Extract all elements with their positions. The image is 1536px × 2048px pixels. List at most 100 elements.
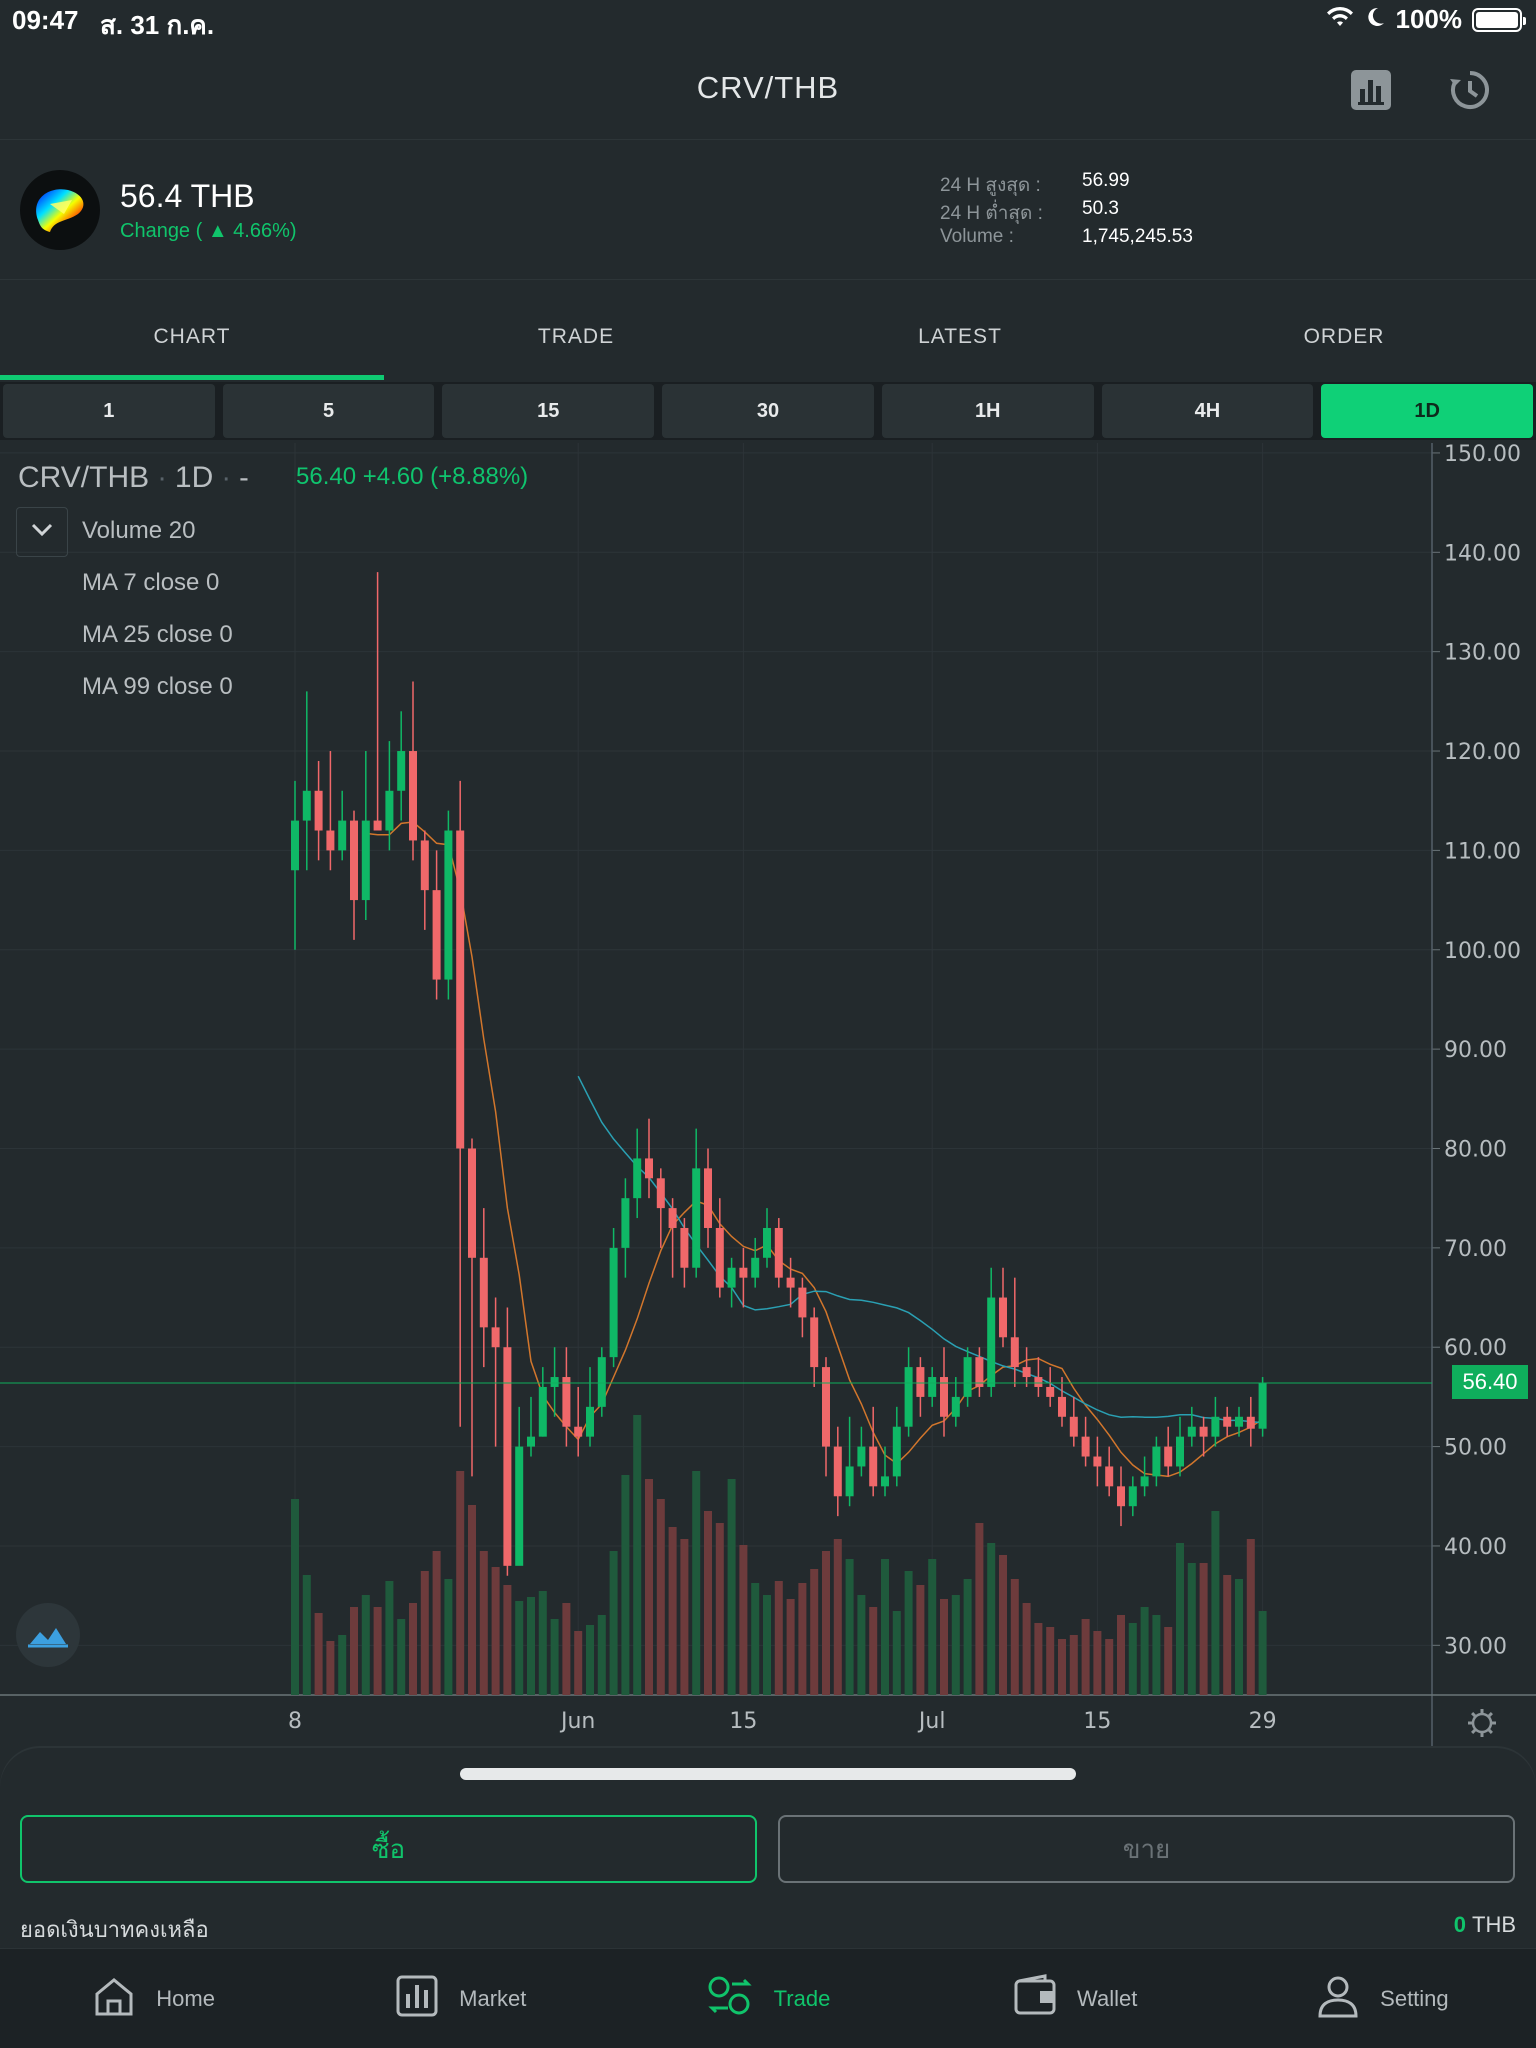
sheet-grabber[interactable] — [460, 1768, 1076, 1780]
interval-selector: 1 5 15 30 1H 4H 1D — [0, 382, 1536, 440]
nav-label: Trade — [773, 1985, 831, 2011]
interval-5[interactable]: 5 — [222, 384, 435, 438]
bottom-nav: Home Market Trade Wallet Setting — [0, 1948, 1536, 2048]
candle-body — [763, 1227, 771, 1258]
candle-body — [1034, 1377, 1043, 1387]
interval-1h[interactable]: 1H — [881, 384, 1094, 438]
tab-chart[interactable]: CHART — [0, 280, 384, 380]
home-icon — [92, 1974, 136, 2024]
volume-bar — [1223, 1575, 1232, 1695]
candle-body — [491, 1327, 500, 1348]
candlestick-chart[interactable]: 150.00 140.00 130.00 120.00 110.00 100.00 90.0… — [0, 443, 1536, 1748]
volume-bar — [704, 1511, 712, 1695]
candle-body — [1199, 1426, 1208, 1437]
volume-bar — [715, 1523, 724, 1695]
indicator-ma7[interactable]: MA 7 close 0 — [82, 569, 220, 596]
battery-percent: 100% — [1395, 4, 1463, 34]
nav-setting[interactable]: Setting — [1229, 1949, 1536, 2048]
gear-icon-tooth — [1471, 1712, 1476, 1717]
candle-body — [444, 830, 453, 980]
trade-icon — [706, 1974, 754, 2024]
volume-bar — [1176, 1543, 1184, 1695]
interval-30[interactable]: 30 — [662, 384, 874, 438]
volume-bar — [1152, 1615, 1161, 1695]
candle-body — [385, 790, 394, 831]
nav-header: CRV/THB — [0, 40, 1536, 140]
candle-body — [361, 820, 370, 901]
y-axis-tick-label: 110.00 — [1444, 839, 1521, 864]
nav-wallet[interactable]: Wallet — [922, 1949, 1229, 2048]
candle-body — [503, 1347, 512, 1566]
volume-bar — [999, 1555, 1007, 1695]
tab-order[interactable]: ORDER — [1303, 325, 1385, 348]
y-axis-tick-label: 60.00 — [1444, 1336, 1507, 1361]
volume-bar — [314, 1613, 323, 1695]
indicator-ma99[interactable]: MA 99 close 0 — [82, 673, 233, 700]
nav-label: Setting — [1380, 1985, 1449, 2011]
history-icon[interactable] — [1446, 66, 1494, 114]
interval-4h[interactable]: 4H — [1101, 384, 1314, 438]
volume-bar — [397, 1619, 406, 1695]
candle-body — [940, 1377, 948, 1417]
indicator-volume[interactable]: Volume 20 — [82, 517, 196, 544]
volume-bar — [385, 1581, 394, 1695]
candle-body — [1128, 1486, 1137, 1507]
buy-button[interactable]: ซื้อ — [20, 1815, 757, 1883]
volume-bar — [456, 1471, 465, 1695]
volume-bar — [409, 1603, 417, 1695]
volume-bar — [538, 1591, 547, 1695]
tradingview-logo[interactable] — [16, 1603, 80, 1667]
volume-bar — [338, 1635, 347, 1695]
tab-trade[interactable]: TRADE — [537, 325, 615, 348]
candle-body — [951, 1396, 960, 1417]
tab-latest[interactable]: LATEST — [918, 325, 1002, 348]
gear-icon-tooth — [1488, 1729, 1493, 1734]
volume-bar — [845, 1559, 854, 1695]
ticker-stats: 24 H สูงสุด : 56.99 24 H ต่ำสุด : 50.3 V… — [940, 170, 1193, 254]
volume-bar — [373, 1607, 382, 1695]
volume-bar — [491, 1567, 500, 1695]
candle-body — [704, 1168, 712, 1228]
candle-body — [409, 751, 417, 841]
volume-bar — [810, 1569, 819, 1695]
volume-bar — [1164, 1627, 1173, 1695]
y-axis-tick-label: 120.00 — [1444, 740, 1521, 765]
collapse-legend-button[interactable] — [16, 507, 68, 557]
nav-trade[interactable]: Trade — [614, 1949, 921, 2048]
interval-15[interactable]: 15 — [442, 384, 655, 438]
bar-chart-icon[interactable] — [1347, 66, 1395, 114]
nav-market[interactable]: Market — [307, 1949, 614, 2048]
last-price-label: 56.40 — [1452, 1365, 1528, 1399]
volume-bar — [1140, 1607, 1149, 1695]
volume-bar — [1246, 1539, 1255, 1695]
stat-value: 50.3 — [1082, 198, 1119, 219]
volume-bar — [739, 1545, 748, 1695]
sell-button[interactable]: ขาย — [778, 1815, 1515, 1883]
x-axis-tick-label: Jun — [559, 1709, 595, 1734]
volume-bar — [904, 1571, 913, 1695]
volume-bar — [1058, 1639, 1066, 1695]
y-axis-tick-label: 100.00 — [1444, 939, 1521, 964]
price-chart[interactable]: 150.00 140.00 130.00 120.00 110.00 100.00 90.0… — [0, 443, 1536, 1748]
y-axis-tick-label: 130.00 — [1444, 641, 1521, 666]
volume-bar — [668, 1527, 677, 1695]
candle-body — [609, 1247, 618, 1358]
candle-body — [1152, 1446, 1161, 1477]
candle-body — [987, 1297, 996, 1387]
interval-1[interactable]: 1 — [3, 384, 215, 438]
candle-body — [420, 840, 429, 891]
candle-body — [656, 1178, 665, 1209]
candle-body — [727, 1267, 736, 1288]
volume-bar — [1117, 1615, 1125, 1695]
price-change: Change ( ▲ 4.66%) — [120, 220, 297, 242]
balance-value-group: 0 THB — [1454, 1912, 1516, 1938]
candle-body — [798, 1287, 807, 1318]
volume-bar — [503, 1585, 512, 1695]
candle-body — [963, 1357, 972, 1397]
volume-bar — [869, 1607, 878, 1695]
volume-bar — [928, 1559, 937, 1695]
nav-home[interactable]: Home — [0, 1949, 307, 2048]
gear-icon-tooth — [1488, 1712, 1493, 1717]
interval-1d[interactable]: 1D — [1321, 384, 1534, 438]
indicator-ma25[interactable]: MA 25 close 0 — [82, 621, 233, 648]
